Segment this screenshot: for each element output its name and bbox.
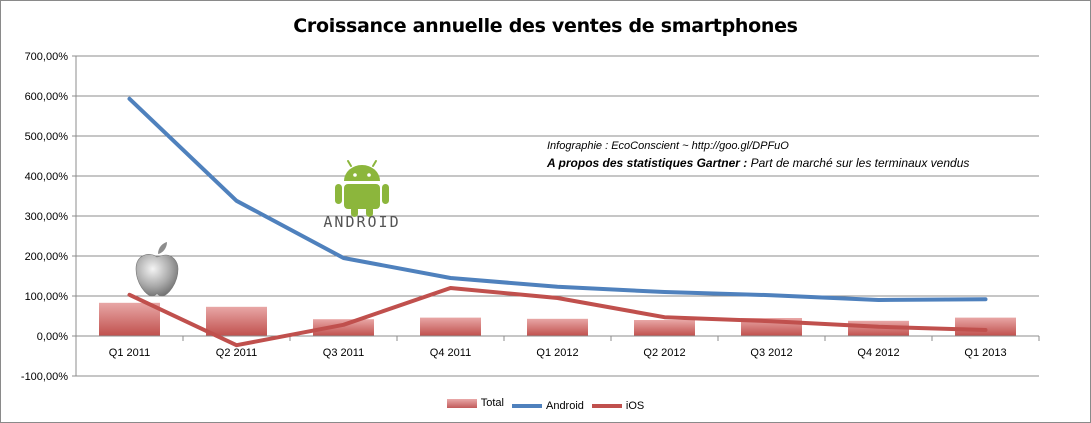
line-layer [127,96,988,348]
y-tick-label: 500,00% [25,131,69,143]
x-tick-label: Q3 2011 [323,347,364,359]
y-tick-label: 400,00% [25,171,69,183]
annotation-note: A propos des statistiques Gartner : Part… [547,155,969,172]
bar-total [527,318,588,336]
x-tick-label: Q2 2011 [216,347,257,359]
y-tick-label: 100,00% [25,291,69,303]
android-logo-text: ANDROID [323,213,400,231]
bar-total [99,302,160,336]
legend-item-total: Total [446,397,504,409]
annotation-source: Infographie : EcoConscient ~ http://goo.… [547,140,789,152]
y-axis: -100,00% 0,00% 100,00% 200,00% 300,00% 400,00… [21,51,77,383]
legend-swatch [511,403,542,408]
y-tick-label: 700,00% [25,51,69,63]
apple-logo-icon [135,242,179,297]
legend-label: Android [545,399,584,412]
x-axis: Q1 2011 Q2 2011 Q3 2011 Q4 2011 Q1 2012 Q2 20… [75,335,1040,359]
series-line-android [127,96,988,302]
x-tick-label: Q1 2011 [109,347,150,359]
bar-total [634,320,695,336]
y-tick-label: 0,00% [37,331,68,343]
legend: Total Android iOS [1,397,1090,412]
android-logo-icon [335,160,389,217]
y-tick-label: 600,00% [25,91,69,103]
series-line-ios [127,286,988,348]
x-tick-label: Q1 2012 [536,347,578,359]
annotation-note-bold: A propos des statistiques Gartner : [547,156,748,170]
bar-total [206,306,267,336]
bar-total [313,319,374,336]
x-tick-label: Q4 2012 [857,347,899,359]
legend-label: Total [480,397,504,409]
y-tick-label: 200,00% [25,251,69,263]
legend-item-ios: iOS [591,399,645,412]
y-tick-label: 300,00% [25,211,69,223]
bar-total [955,317,1016,336]
bar-layer [99,302,1016,336]
y-tick-label: -100,00% [21,371,68,383]
annotation-box: Infographie : EcoConscient ~ http://goo.… [547,138,969,172]
x-tick-label: Q2 2012 [643,347,685,359]
bar-total [420,317,481,336]
chart-title: Croissance annuelle des ventes de smartp… [293,15,798,37]
legend-swatch [591,403,622,408]
x-tick-label: Q1 2013 [964,347,1006,359]
x-tick-label: Q3 2012 [750,347,792,359]
legend-label: iOS [625,399,645,412]
annotation-note-text: Part de marché sur les terminaux vendus [747,156,970,170]
legend-swatch [446,398,477,408]
legend-item-android: Android [511,399,584,412]
x-tick-label: Q4 2011 [430,347,471,359]
